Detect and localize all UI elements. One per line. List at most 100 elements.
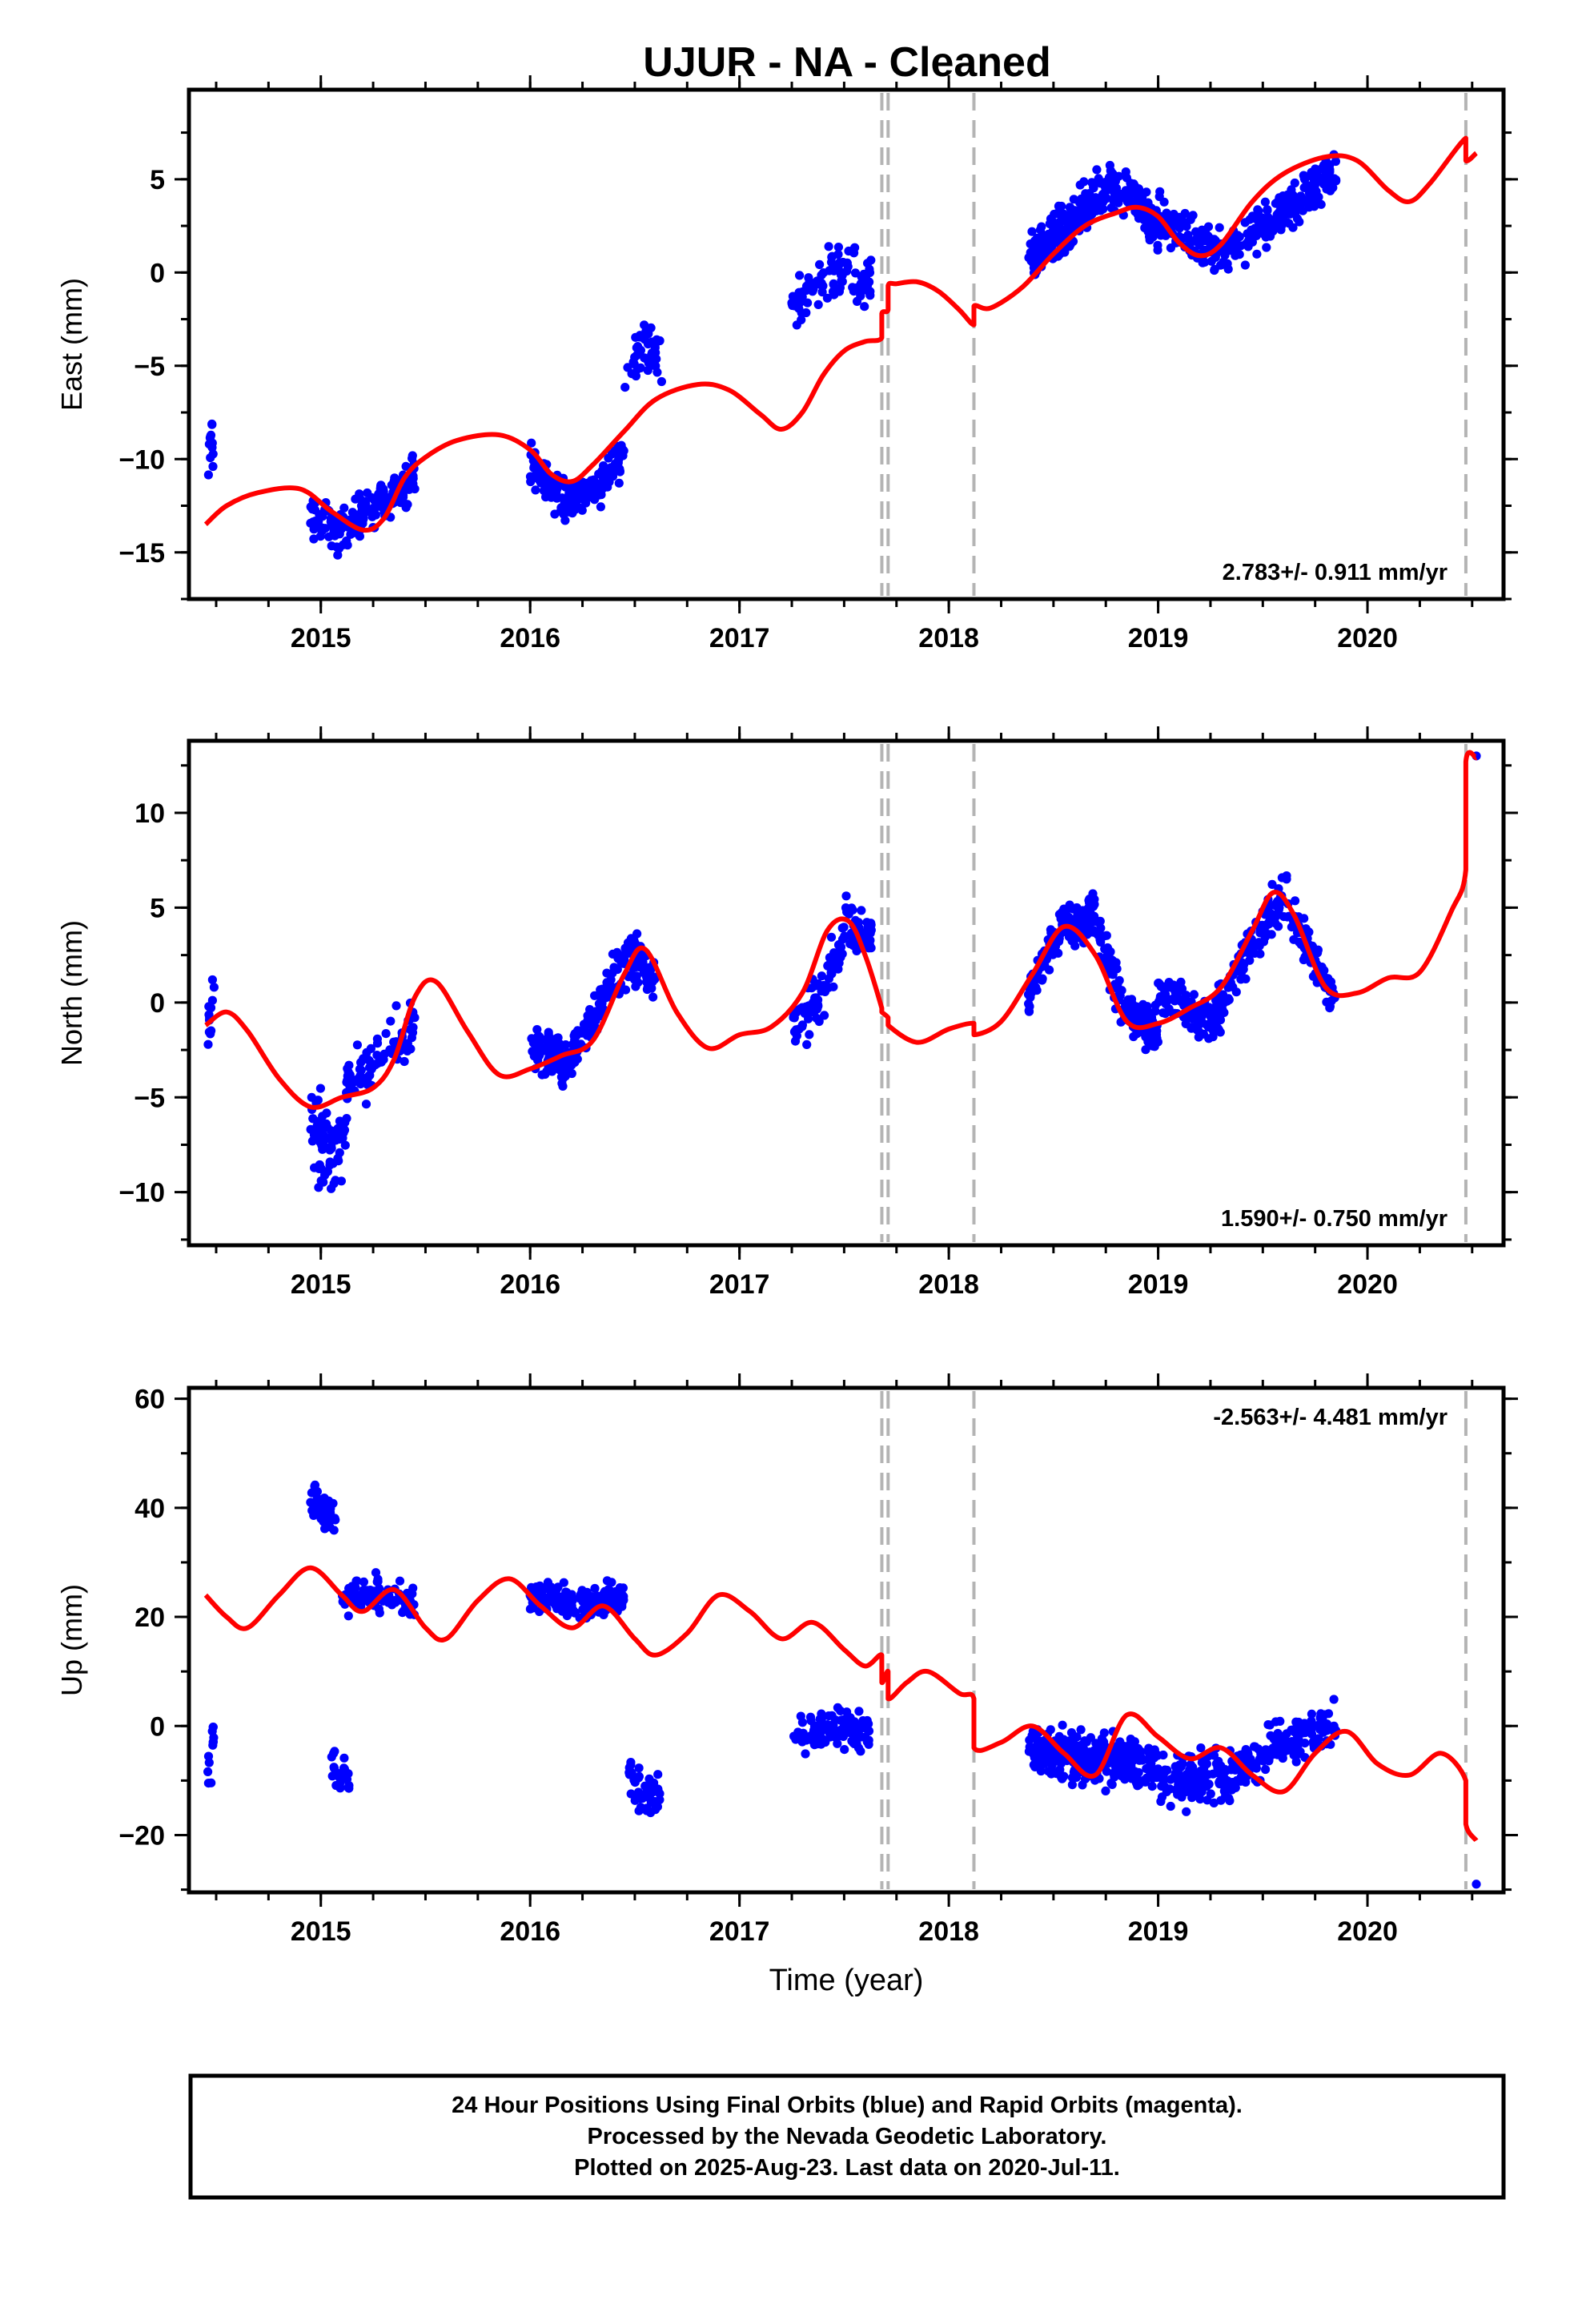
data-point (1299, 1719, 1309, 1728)
data-point (1202, 1759, 1211, 1769)
data-point (1182, 222, 1191, 231)
data-point (1255, 221, 1266, 231)
data-point (845, 1719, 855, 1729)
data-point (1133, 1014, 1142, 1023)
data-points (203, 751, 1481, 1193)
data-point (1105, 160, 1114, 171)
data-point (817, 1715, 826, 1724)
data-point (1057, 201, 1066, 211)
data-point (307, 1092, 316, 1102)
data-point (648, 992, 658, 1002)
data-point (1188, 211, 1198, 220)
data-point (1058, 1735, 1069, 1744)
data-point (633, 1787, 644, 1797)
data-point (604, 453, 613, 463)
data-point (1072, 1772, 1082, 1782)
data-point (1272, 909, 1282, 919)
data-point (319, 1494, 329, 1503)
data-point (1260, 197, 1270, 207)
data-point (367, 493, 376, 503)
data-point (1223, 264, 1233, 274)
data-point (1209, 1798, 1219, 1807)
data-point (541, 493, 551, 502)
data-point (1291, 208, 1300, 218)
data-point (1086, 1733, 1095, 1743)
data-point (829, 948, 839, 958)
data-point (207, 1026, 216, 1035)
data-point (1291, 1757, 1301, 1767)
data-point (1306, 171, 1315, 181)
data-point (401, 461, 411, 472)
footer-line-3: Plotted on 2025-Aug-23. Last data on 202… (574, 2155, 1120, 2181)
data-point (1099, 1737, 1109, 1747)
data-point (1263, 205, 1272, 215)
data-point (623, 363, 632, 372)
data-point (343, 1076, 352, 1085)
data-point (1289, 198, 1299, 207)
data-point (1211, 995, 1221, 1005)
data-point (606, 466, 616, 476)
data-point (1312, 1721, 1322, 1731)
data-point (604, 1594, 613, 1603)
data-point (640, 1789, 650, 1799)
data-point (1092, 165, 1102, 175)
data-point (307, 1506, 317, 1515)
data-point (552, 487, 561, 497)
data-point (636, 955, 646, 965)
data-point (1146, 1030, 1156, 1039)
data-point (863, 259, 873, 268)
data-point (837, 1715, 847, 1725)
data-point (833, 250, 843, 259)
data-point (203, 1767, 213, 1776)
data-point (817, 271, 826, 280)
data-point (1174, 223, 1184, 233)
x-tick-label: 2020 (1337, 1916, 1398, 1947)
data-point (586, 476, 596, 485)
data-point (842, 1707, 852, 1717)
data-point (1319, 966, 1329, 975)
data-point (857, 906, 866, 915)
data-point (355, 532, 364, 541)
data-point (1122, 197, 1133, 207)
data-point (372, 499, 382, 509)
data-point (206, 432, 215, 441)
data-point (1117, 1771, 1126, 1781)
data-point (207, 420, 217, 429)
data-point (1262, 243, 1271, 252)
data-point (526, 476, 536, 487)
data-point (572, 494, 581, 504)
data-point (797, 1718, 808, 1727)
data-point (1061, 225, 1070, 235)
data-point (1175, 996, 1185, 1006)
data-point (306, 1498, 315, 1507)
data-point (203, 470, 213, 480)
y-tick-label: −10 (118, 1178, 165, 1208)
data-point (847, 1728, 857, 1739)
data-point (842, 258, 852, 268)
data-point (323, 1133, 332, 1143)
data-point (375, 1608, 384, 1618)
data-point (1145, 232, 1154, 242)
y-tick-label: −15 (118, 538, 165, 569)
data-point (1259, 937, 1269, 947)
data-point (797, 292, 807, 302)
data-point (1308, 1737, 1318, 1747)
data-point (582, 1587, 592, 1597)
data-point (644, 358, 653, 368)
data-point (860, 302, 869, 312)
x-tick-label: 2018 (918, 1269, 979, 1300)
data-point (1057, 907, 1066, 917)
x-tick-label: 2018 (918, 1916, 979, 1947)
data-point (308, 1114, 318, 1124)
data-point (208, 461, 218, 472)
data-point (1088, 889, 1098, 899)
data-point (1110, 979, 1120, 989)
data-point (355, 1080, 365, 1089)
x-tick-label: 2019 (1128, 1916, 1189, 1947)
data-point (315, 1136, 325, 1145)
data-point (529, 461, 539, 472)
data-point (1030, 1753, 1039, 1763)
data-point (1154, 979, 1164, 989)
data-point (345, 1083, 355, 1092)
data-point (833, 1739, 842, 1748)
